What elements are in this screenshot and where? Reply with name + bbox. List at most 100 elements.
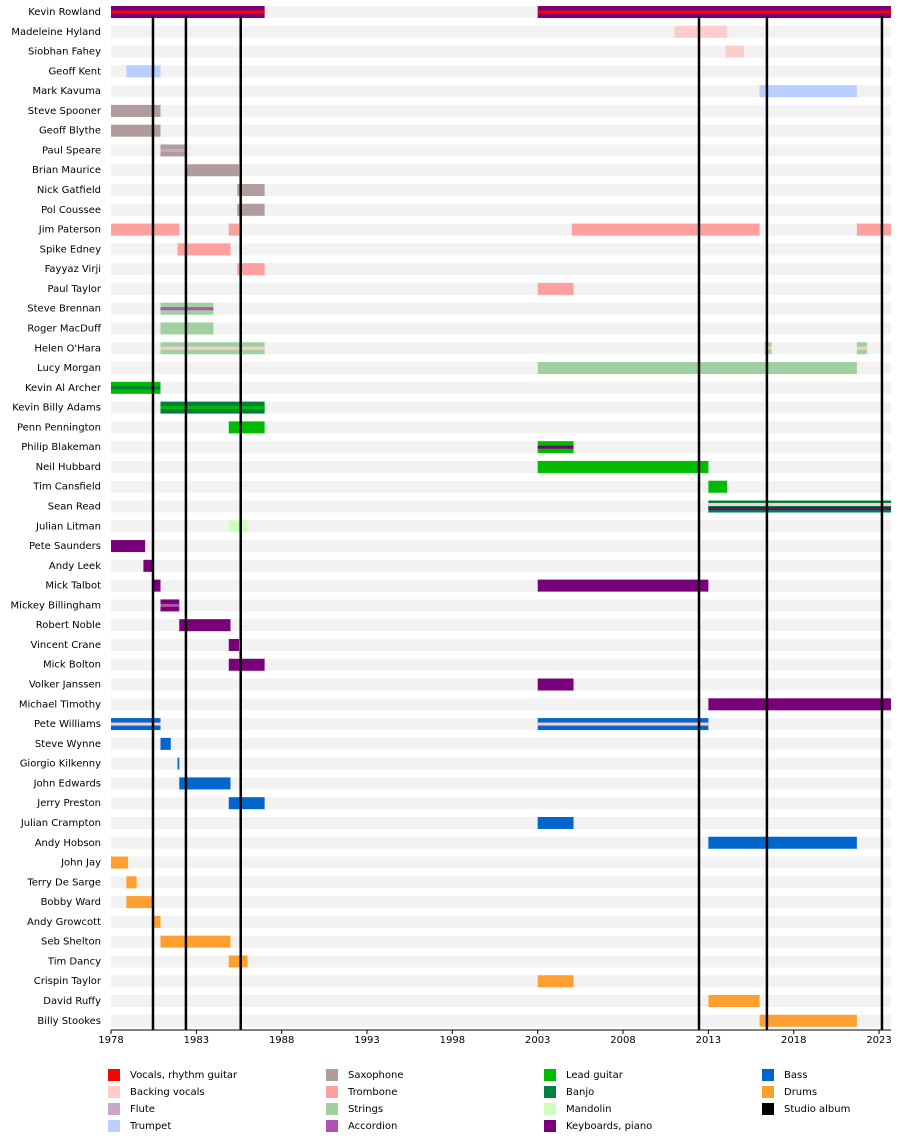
legend-swatch [326,1120,338,1132]
row-band [111,836,891,849]
legend-swatch [326,1103,338,1115]
member-name: Spike Edney [40,244,101,255]
row-band [111,619,891,632]
tenure-bar [151,915,161,928]
member-name: Mick Bolton [43,660,101,671]
row-band [111,302,891,315]
member-name: Mark Kavuma [33,86,101,97]
legend-swatch [544,1120,556,1132]
tenure-bar [708,995,760,1007]
member-name: Penn Pennington [17,422,101,433]
tenure-bar [179,777,231,790]
row-band [111,816,891,829]
member-name: Pete Saunders [29,541,101,552]
role-stripe [160,148,187,152]
tenure-bar [759,1014,857,1027]
member-name: Paul Speare [42,145,101,156]
row-band [111,658,891,671]
member-name: Steve Wynne [35,739,101,750]
member-name: Tim Dancy [47,956,101,967]
tenure-bar [228,520,248,533]
member-name: Mickey Billingham [11,600,101,611]
legend-label: Saxophone [348,1070,404,1081]
x-tick-label: 1983 [184,1035,209,1046]
member-name: Steve Spooner [28,106,102,117]
member-name: Lucy Morgan [37,363,101,374]
member-name: Paul Taylor [47,284,101,295]
row-band [111,25,891,38]
member-name: Sean Read [48,502,101,513]
member-name: Crispin Taylor [34,976,102,987]
x-tick-label: 2018 [781,1035,806,1046]
member-name: Helen O'Hara [34,343,101,354]
member-name: Jerry Preston [36,798,101,809]
row-band [111,579,891,592]
tenure-bar [228,223,240,236]
row-band [111,441,891,454]
legend-label: Keyboards, piano [566,1121,652,1132]
legend-swatch [108,1120,120,1132]
role-stripe [537,722,709,726]
row-band [111,282,891,295]
row-band [111,559,891,572]
x-tick-label: 2023 [866,1035,891,1046]
member-name: Andy Leek [49,561,101,572]
tenure-bar [186,164,240,177]
legend-label: Drums [784,1087,817,1098]
tenure-bar [160,935,231,948]
tenure-bar [177,243,231,256]
row-band [111,500,891,513]
row-band [111,104,891,117]
legend-swatch [108,1069,120,1081]
row-band [111,638,891,651]
tenure-bar [228,955,248,968]
role-stripe [708,507,891,510]
legend-label: Studio album [784,1104,850,1115]
row-band [111,85,891,98]
x-tick-label: 1998 [440,1035,465,1046]
tenure-bar [111,104,161,117]
legend-label: Vocals, rhythm guitar [130,1070,238,1081]
member-name: Billy Stookes [37,1016,101,1027]
legend-swatch [326,1069,338,1081]
member-name: Siobhan Fahey [28,47,101,58]
legend-label: Mandolin [566,1104,611,1115]
row-band [111,480,891,493]
tenure-bar [111,540,146,553]
row-band [111,243,891,256]
member-name: Andy Growcott [27,917,101,928]
member-name: Andy Hobson [35,838,101,849]
row-band [111,124,891,137]
member-name: Julian Litman [35,521,101,532]
member-name: Pol Coussee [41,205,101,216]
tenure-bar [725,45,745,58]
role-stripe [111,722,161,726]
row-band [111,876,891,889]
row-band [111,421,891,434]
tenure-bar [126,896,152,909]
row-band [111,164,891,177]
member-name: Kevin Billy Adams [12,403,101,414]
x-tick-label: 2013 [696,1035,721,1046]
legend-label: Backing vocals [130,1087,205,1098]
member-name: Michael Timothy [19,699,101,710]
row-band [111,184,891,197]
legend-label: Banjo [566,1087,594,1098]
row-band [111,896,891,909]
tenure-bar [537,678,574,691]
row-band [111,757,891,770]
tenure-bar [111,223,180,236]
legend-swatch [326,1086,338,1098]
row-band [111,797,891,810]
role-stripe [856,346,868,350]
legend-swatch [544,1086,556,1098]
tenure-bar [160,737,171,750]
member-name: Steve Brennan [27,304,101,315]
member-name: Geoff Blythe [39,126,101,137]
member-name: Kevin Rowland [28,7,101,18]
row-band [111,777,891,790]
tenure-bar [537,579,709,592]
role-stripe [111,10,265,14]
member-name: Bobby Ward [41,897,101,908]
